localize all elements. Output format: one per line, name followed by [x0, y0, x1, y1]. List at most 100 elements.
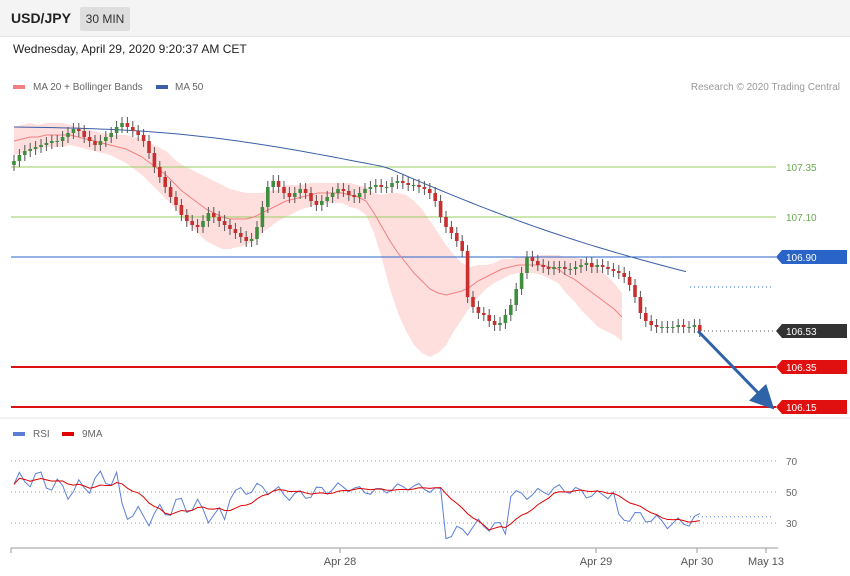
candle-body — [482, 313, 486, 315]
candle-body — [471, 297, 475, 307]
candle-body — [87, 137, 92, 141]
candle-body — [293, 193, 297, 197]
candle-body — [33, 147, 38, 149]
candle-body — [698, 325, 702, 331]
candle-body — [406, 183, 410, 185]
candle-body — [93, 141, 97, 145]
candle-body — [536, 261, 540, 265]
candle-body — [174, 197, 178, 205]
ma20-line — [13, 134, 623, 318]
candle-body — [590, 263, 594, 267]
price-tag-106.53 — [776, 324, 847, 338]
ma20-legend-label: MA 20 + Bollinger Bands — [33, 82, 143, 93]
candle-body — [384, 187, 389, 188]
candle-body — [228, 225, 232, 229]
candle-body — [395, 181, 400, 183]
candle-body — [541, 265, 545, 267]
candle-body — [573, 267, 578, 269]
candle-body — [379, 185, 383, 187]
candle-body — [82, 131, 86, 137]
candle-body — [514, 289, 518, 305]
candle-body — [44, 143, 49, 145]
candle-body — [530, 257, 535, 261]
candle-body — [347, 191, 351, 195]
ma50-legend-swatch — [156, 85, 168, 89]
candle-body — [681, 325, 686, 327]
candle-body — [104, 137, 108, 141]
candle-body — [644, 313, 648, 321]
candle-body — [552, 267, 556, 269]
candle-body — [39, 145, 43, 147]
x-axis-label: Apr 30 — [681, 556, 713, 568]
candle-body — [422, 187, 427, 189]
candle-body — [611, 269, 616, 271]
price-tag-106.90 — [776, 250, 847, 264]
candle-body — [201, 221, 205, 227]
candle-body — [309, 193, 313, 201]
ma50-legend-label: MA 50 — [175, 82, 204, 93]
candle-body — [584, 263, 589, 265]
candle-body — [665, 327, 670, 328]
candle-body — [212, 213, 216, 217]
candle-body — [125, 123, 130, 127]
candle-body — [676, 325, 680, 327]
candle-body — [114, 127, 119, 133]
candle-body — [498, 323, 502, 325]
candle-body — [179, 205, 184, 215]
rsi-line — [13, 470, 701, 540]
candle-body — [687, 327, 691, 328]
candle-body — [509, 305, 513, 315]
candle-body — [352, 195, 356, 197]
candle-body — [282, 187, 286, 193]
candle-body — [476, 307, 481, 313]
candle-body — [401, 181, 405, 183]
candle-body — [449, 227, 454, 233]
candle-body — [71, 129, 76, 133]
candle-body — [298, 189, 302, 193]
candle-body — [455, 233, 459, 241]
rsi-layer: 70 50 30 — [11, 457, 798, 540]
candle-body — [131, 127, 135, 131]
top-bar: USD/JPY 30 MIN — [0, 0, 850, 37]
candle-body — [168, 187, 173, 197]
rsi-ma-legend-swatch — [62, 432, 74, 436]
rsi-level-label: 50 — [786, 488, 798, 499]
price-level-label: 106.90 — [786, 253, 817, 264]
candle-body — [465, 251, 470, 297]
candle-body — [660, 327, 664, 328]
candle-body — [638, 297, 643, 313]
candle-body — [600, 265, 605, 267]
candle-body — [136, 131, 140, 135]
candle-body — [23, 151, 27, 155]
candle-body — [98, 141, 103, 145]
candle-body — [336, 189, 340, 193]
candle-body — [195, 225, 200, 227]
candle-body — [276, 181, 281, 187]
candle-body — [557, 267, 562, 268]
candle-body — [525, 257, 529, 273]
candle-body — [671, 327, 675, 328]
candle-body — [158, 167, 162, 177]
candle-body — [390, 183, 394, 187]
candle-body — [287, 193, 292, 197]
symbol-title: USD/JPY — [11, 10, 71, 26]
price-tag-106.35 — [776, 360, 847, 374]
candle-body — [341, 189, 346, 191]
timeframe-button[interactable]: 30 MIN — [80, 7, 130, 31]
x-axis-label: Apr 28 — [324, 556, 356, 568]
candle-body — [357, 193, 362, 197]
candle-body — [271, 181, 275, 187]
rsi-legend-label: RSI — [33, 429, 50, 440]
candle-body — [492, 321, 497, 325]
rsi-level-label: 30 — [786, 519, 798, 530]
rsi-ma-legend-label: 9MA — [82, 429, 103, 440]
x-axis-label: May 13 — [748, 556, 784, 568]
candle-body — [217, 217, 221, 221]
candle-body — [444, 217, 448, 227]
candle-body — [12, 161, 16, 165]
candle-body — [417, 185, 421, 187]
price-labels-layer: 107.35 107.10 106.90 106.53 106.35 106.15 — [776, 163, 847, 414]
candle-body — [428, 189, 432, 193]
candle-body — [325, 197, 329, 201]
candle-body — [579, 265, 583, 267]
